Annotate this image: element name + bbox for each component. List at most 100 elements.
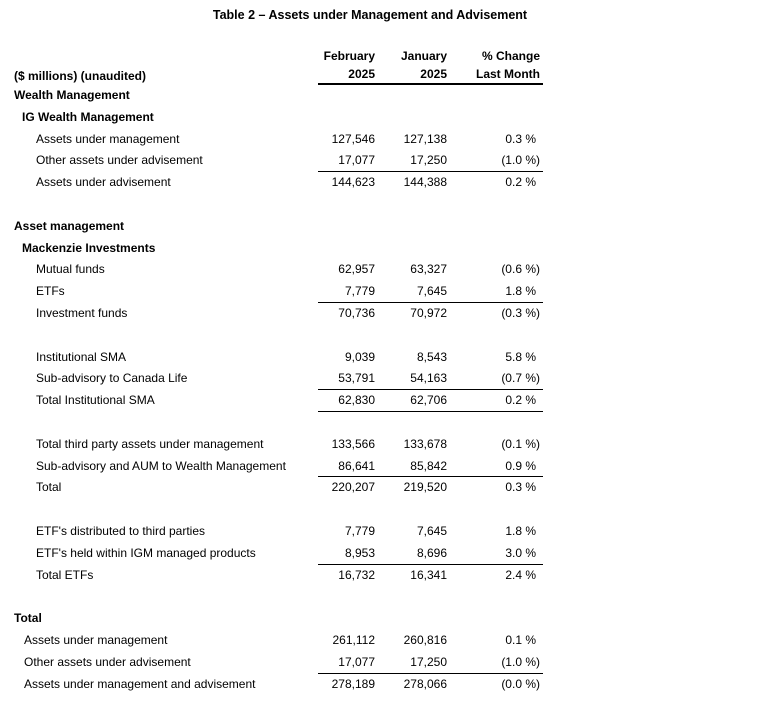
cell-pct: 0.9 % bbox=[505, 458, 536, 473]
row-label: ETF's held within IGM managed products bbox=[36, 545, 256, 560]
table-row: Total Institutional SMA 62,830 62,706 0.2 % bbox=[0, 390, 780, 412]
table-row: Assets under management 127,546 127,138 0.3… bbox=[0, 129, 780, 151]
row-label: Other assets under advisement bbox=[36, 153, 203, 168]
row-values: 16,732 16,341 2.4 % bbox=[318, 565, 543, 587]
column-header-pct-change: % Change Last Month bbox=[447, 47, 543, 83]
cell-jan: 70,972 bbox=[410, 305, 447, 320]
row-values: 7,779 7,645 1.8 % bbox=[318, 281, 543, 303]
row-values: 133,566 133,678 (0.1 %) bbox=[318, 434, 543, 456]
cell-pct: 3.0 % bbox=[505, 545, 536, 560]
cell-jan: 260,816 bbox=[403, 632, 447, 647]
row-values: 62,957 63,327 (0.6 %) bbox=[318, 259, 543, 281]
table-row: Sub-advisory and AUM to Wealth Managemen… bbox=[0, 456, 780, 478]
cell-feb: 7,779 bbox=[344, 523, 375, 538]
row-values: 220,207 219,520 0.3 % bbox=[318, 477, 543, 499]
table-row: Institutional SMA 9,039 8,543 5.8 % bbox=[0, 347, 780, 369]
table-row: Assets under advisement 144,623 144,388 0.2… bbox=[0, 172, 780, 194]
row-label: Mutual funds bbox=[36, 262, 105, 277]
cell-pct: 5.8 % bbox=[505, 349, 536, 364]
row-label: Sub-advisory to Canada Life bbox=[36, 371, 188, 386]
cell-jan: 8,543 bbox=[416, 349, 447, 364]
column-header-line2: 2025 bbox=[420, 67, 447, 81]
cell-pct: (0.3 %) bbox=[501, 305, 540, 320]
row-values: 9,039 8,543 5.8 % bbox=[318, 347, 543, 369]
cell-jan: 127,138 bbox=[403, 131, 447, 146]
table-row: Investment funds 70,736 70,972 (0.3 %) bbox=[0, 303, 780, 325]
spacer-row bbox=[0, 325, 780, 347]
row-label: Assets under management bbox=[24, 632, 168, 647]
cell-jan: 17,250 bbox=[410, 654, 447, 669]
row-label: Other assets under advisement bbox=[24, 654, 191, 669]
row-label: Total Institutional SMA bbox=[36, 393, 155, 408]
row-label: Assets under management bbox=[36, 131, 180, 146]
cell-pct: 1.8 % bbox=[505, 523, 536, 538]
cell-feb: 7,779 bbox=[344, 284, 375, 299]
cell-jan: 7,645 bbox=[416, 523, 447, 538]
cell-jan: 278,066 bbox=[403, 676, 447, 691]
section-row: Total bbox=[0, 608, 780, 630]
spacer-row bbox=[0, 586, 780, 608]
cell-jan: 144,388 bbox=[403, 175, 447, 190]
cell-pct: (0.1 %) bbox=[501, 436, 540, 451]
row-values: 127,546 127,138 0.3 % bbox=[318, 129, 543, 151]
section-label: IG Wealth Management bbox=[22, 109, 154, 124]
column-header-line1: February bbox=[323, 49, 375, 63]
aum-table: ($ millions) (unaudited) February 2025 J… bbox=[0, 47, 780, 695]
table-header: ($ millions) (unaudited) February 2025 J… bbox=[0, 47, 780, 85]
table-body: Wealth Management IG Wealth Management Ass… bbox=[0, 85, 780, 695]
row-values: 62,830 62,706 0.2 % bbox=[318, 390, 543, 412]
table-row: Total third party assets under managemen… bbox=[0, 434, 780, 456]
table-row: Other assets under advisement 17,077 17,25… bbox=[0, 150, 780, 173]
cell-feb: 127,546 bbox=[331, 131, 375, 146]
cell-jan: 7,645 bbox=[416, 284, 447, 299]
table-row: Other assets under advisement 17,077 17,25… bbox=[0, 652, 780, 674]
cell-jan: 133,678 bbox=[403, 436, 447, 451]
cell-feb: 62,830 bbox=[338, 393, 375, 408]
cell-pct: (0.7 %) bbox=[501, 371, 540, 386]
cell-jan: 62,706 bbox=[410, 393, 447, 408]
cell-feb: 62,957 bbox=[338, 262, 375, 277]
spacer-row bbox=[0, 412, 780, 434]
cell-jan: 16,341 bbox=[410, 567, 447, 582]
cell-feb: 17,077 bbox=[338, 153, 375, 168]
section-row: Asset management bbox=[0, 216, 780, 238]
cell-pct: (0.6 %) bbox=[501, 262, 540, 277]
cell-feb: 144,623 bbox=[331, 175, 375, 190]
section-row: Mackenzie Investments bbox=[0, 238, 780, 260]
section-label: Wealth Management bbox=[14, 88, 130, 102]
table-row: Total ETFs 16,732 16,341 2.4 % bbox=[0, 565, 780, 587]
column-header-line2: 2025 bbox=[348, 67, 375, 81]
table-row: ETF's held within IGM managed products 8,… bbox=[0, 543, 780, 565]
row-values: 8,953 8,696 3.0 % bbox=[318, 543, 543, 565]
cell-pct: 0.3 % bbox=[505, 480, 536, 495]
cell-feb: 9,039 bbox=[344, 349, 375, 364]
row-values: 144,623 144,388 0.2 % bbox=[318, 172, 543, 194]
cell-jan: 85,842 bbox=[410, 458, 447, 473]
table-row: Mutual funds 62,957 63,327 (0.6 %) bbox=[0, 259, 780, 281]
row-label: ETFs bbox=[36, 284, 65, 299]
cell-feb: 278,189 bbox=[331, 676, 375, 691]
cell-pct: 0.3 % bbox=[505, 131, 536, 146]
section-label: Total bbox=[14, 611, 42, 626]
cell-pct: (1.0 %) bbox=[501, 654, 540, 669]
row-label: Sub-advisory and AUM to Wealth Managemen… bbox=[36, 458, 286, 473]
cell-jan: 54,163 bbox=[410, 371, 447, 386]
table-row: ETF's distributed to third parties 7,779 7… bbox=[0, 521, 780, 543]
row-label: Total bbox=[36, 480, 62, 495]
cell-jan: 8,696 bbox=[416, 545, 447, 560]
cell-feb: 86,641 bbox=[338, 458, 375, 473]
spacer-row bbox=[0, 499, 780, 521]
row-label: Total third party assets under managemen… bbox=[36, 436, 264, 451]
row-label: Total ETFs bbox=[36, 567, 94, 582]
table-row: Total 220,207 219,520 0.3 % bbox=[0, 477, 780, 499]
row-label: Assets under management and advisement bbox=[24, 676, 256, 691]
row-values: 86,641 85,842 0.9 % bbox=[318, 456, 543, 478]
column-headers: February 2025 January 2025 % Change Last… bbox=[318, 47, 543, 85]
section-label: Mackenzie Investments bbox=[22, 240, 156, 255]
table-row: Assets under management and advisement 27… bbox=[0, 674, 780, 696]
cell-pct: 2.4 % bbox=[505, 567, 536, 582]
row-values: 7,779 7,645 1.8 % bbox=[318, 521, 543, 543]
table-row: ETFs 7,779 7,645 1.8 % bbox=[0, 281, 780, 303]
spacer-row bbox=[0, 194, 780, 216]
